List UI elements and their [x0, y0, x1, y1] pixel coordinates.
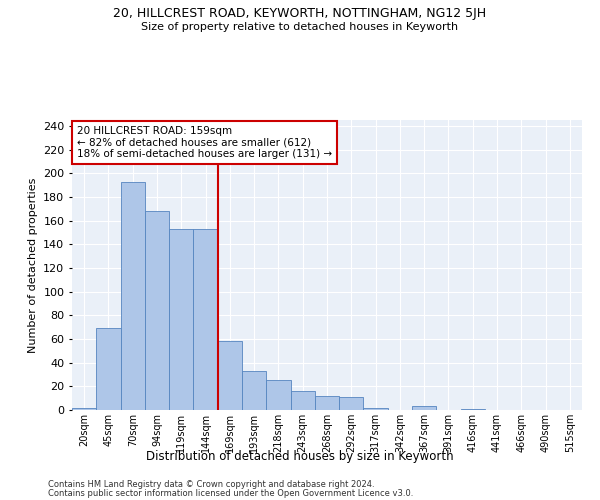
Bar: [96, 328, 121, 410]
Bar: [266, 380, 290, 410]
Bar: [145, 211, 169, 410]
Text: Contains HM Land Registry data © Crown copyright and database right 2024.: Contains HM Land Registry data © Crown c…: [48, 480, 374, 489]
Bar: [290, 391, 315, 410]
Bar: [461, 409, 485, 410]
Bar: [242, 371, 266, 410]
Y-axis label: Number of detached properties: Number of detached properties: [28, 178, 38, 352]
Bar: [72, 408, 96, 410]
Bar: [218, 342, 242, 410]
Bar: [315, 396, 339, 410]
Bar: [364, 408, 388, 410]
Bar: [339, 397, 364, 410]
Bar: [193, 229, 218, 410]
Text: Size of property relative to detached houses in Keyworth: Size of property relative to detached ho…: [142, 22, 458, 32]
Bar: [412, 406, 436, 410]
Bar: [169, 229, 193, 410]
Text: 20, HILLCREST ROAD, KEYWORTH, NOTTINGHAM, NG12 5JH: 20, HILLCREST ROAD, KEYWORTH, NOTTINGHAM…: [113, 8, 487, 20]
Text: Distribution of detached houses by size in Keyworth: Distribution of detached houses by size …: [146, 450, 454, 463]
Text: 20 HILLCREST ROAD: 159sqm
← 82% of detached houses are smaller (612)
18% of semi: 20 HILLCREST ROAD: 159sqm ← 82% of detac…: [77, 126, 332, 159]
Text: Contains public sector information licensed under the Open Government Licence v3: Contains public sector information licen…: [48, 489, 413, 498]
Bar: [121, 182, 145, 410]
